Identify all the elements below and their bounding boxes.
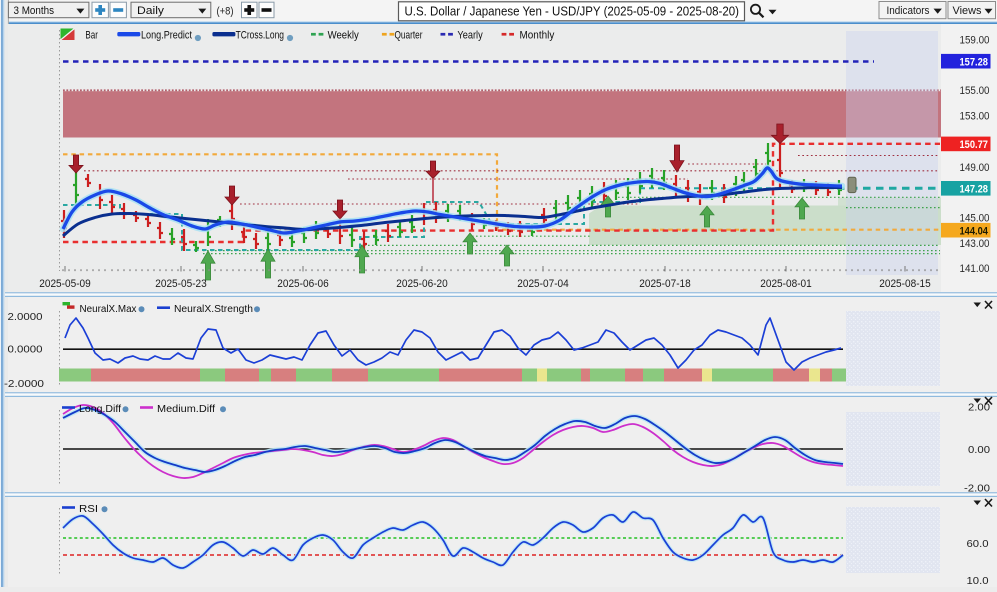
svg-text:145.00: 145.00 <box>960 212 990 224</box>
svg-text:0.00: 0.00 <box>968 444 990 456</box>
svg-text:60.0: 60.0 <box>967 538 989 550</box>
svg-text:2.0000: 2.0000 <box>8 311 43 323</box>
svg-text:Medium.Diff: Medium.Diff <box>157 404 215 415</box>
svg-text:147.28: 147.28 <box>960 183 989 195</box>
svg-text:Yearly: Yearly <box>457 29 483 41</box>
svg-text:NeuralX.Max: NeuralX.Max <box>80 304 137 315</box>
svg-text:Monthly: Monthly <box>520 29 555 41</box>
svg-text:U.S. Dollar / Japanese Yen - U: U.S. Dollar / Japanese Yen - USD/JPY (20… <box>405 5 740 19</box>
svg-text:159.00: 159.00 <box>960 34 990 46</box>
svg-text:2025-06-20: 2025-06-20 <box>396 278 448 290</box>
svg-text:2025-08-15: 2025-08-15 <box>879 278 931 290</box>
svg-text:143.00: 143.00 <box>960 238 990 250</box>
svg-text:149.00: 149.00 <box>960 162 990 174</box>
svg-text:Daily: Daily <box>137 5 164 17</box>
svg-text:157.28: 157.28 <box>960 56 989 68</box>
svg-text:-2.00: -2.00 <box>964 483 990 495</box>
svg-text:TCross.Long: TCross.Long <box>236 29 284 41</box>
svg-text:150.77: 150.77 <box>960 139 989 151</box>
svg-text:-2.0000: -2.0000 <box>4 378 44 390</box>
svg-text:2025-05-09: 2025-05-09 <box>39 278 91 290</box>
svg-text:Bar: Bar <box>85 29 98 41</box>
svg-text:Views: Views <box>953 5 982 17</box>
svg-text:NeuralX.Strength: NeuralX.Strength <box>174 304 253 315</box>
svg-text:2025-05-23: 2025-05-23 <box>155 278 207 290</box>
svg-text:(+8): (+8) <box>217 6 234 18</box>
svg-text:RSI: RSI <box>79 504 98 515</box>
svg-text:10.0: 10.0 <box>967 575 989 587</box>
svg-text:153.00: 153.00 <box>960 111 990 123</box>
svg-text:2025-07-04: 2025-07-04 <box>517 278 569 290</box>
svg-text:Long.Predict: Long.Predict <box>141 29 192 41</box>
svg-text:2.00: 2.00 <box>968 402 990 414</box>
svg-text:141.00: 141.00 <box>960 263 990 275</box>
svg-text:Quarter: Quarter <box>395 29 423 41</box>
svg-text:0.0000: 0.0000 <box>8 344 43 356</box>
svg-text:2025-06-06: 2025-06-06 <box>277 278 329 290</box>
svg-text:Indicators: Indicators <box>887 5 930 17</box>
svg-text:2025-08-01: 2025-08-01 <box>760 278 812 290</box>
svg-text:3 Months: 3 Months <box>14 5 55 17</box>
svg-text:155.00: 155.00 <box>960 85 990 97</box>
svg-text:2025-07-18: 2025-07-18 <box>639 278 691 290</box>
svg-text:Weekly: Weekly <box>328 29 360 41</box>
svg-text:144.04: 144.04 <box>960 225 989 237</box>
svg-text:Long.Diff: Long.Diff <box>79 404 121 415</box>
